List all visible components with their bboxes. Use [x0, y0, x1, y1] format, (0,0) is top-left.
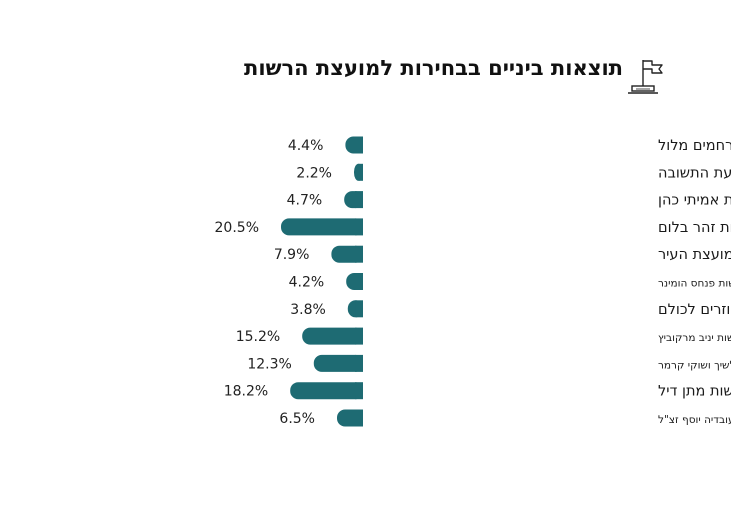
bar-row: 15.2% רחובות אחת כחול לבן העבודה ישראל בי… [236, 327, 731, 345]
bar-end [355, 273, 363, 290]
bar-end [355, 136, 363, 154]
category-label: הרשימה החסידית חברתית אגודת ישראל ובלתי … [658, 278, 731, 290]
value-label: 4.7% [287, 193, 323, 209]
chart-header: תוצאות ביניים בבחירות למועצת הרשות [0, 0, 731, 110]
value-label: 3.8% [290, 302, 326, 318]
category-label: רחובותי בראשות מתן דיל [658, 384, 731, 400]
bar-row: 18.2% רחובותי בראשות מתן דיל [224, 382, 731, 400]
bar-end [355, 354, 363, 372]
value-label: 7.9% [274, 247, 310, 263]
bar-row: 3.8% חב"ד בעירייה עוזרים לכולם [290, 300, 731, 318]
bar-row: 20.5% החינוך בראש בראשות זהר בלום [215, 218, 731, 236]
bar-end [355, 382, 363, 400]
value-label: 2.2% [296, 165, 332, 181]
value-label: 4.2% [289, 275, 325, 291]
flag-on-podium-icon [628, 60, 663, 94]
bar-end [355, 245, 363, 263]
value-label: 18.2% [224, 384, 268, 400]
bar-end [355, 409, 363, 427]
category-label: רחובות חופשית ומאוחדת בראשות איטל בציר א… [658, 359, 731, 371]
value-label: 15.2% [236, 329, 280, 345]
bar-row: 6.5% שס בראשות אלדד גדסי מיסודו של מרן הר… [279, 409, 731, 427]
bar [290, 382, 363, 400]
category-label: רחובות אחת כחול לבן העבודה ישראל ביתנו ב… [658, 332, 731, 344]
bar [281, 218, 363, 236]
value-label: 4.4% [288, 138, 324, 154]
category-label: הליכוד בראשות אביב איטח למועצת העיר [658, 247, 731, 263]
chart-title: תוצאות ביניים בבחירות למועצת הרשות [244, 56, 623, 80]
category-label: הבית של כולנו בראשות אמיתי כהן [658, 193, 731, 209]
bar-row: 12.3% רחובות חופשית ומאוחדת בראשות איטל ב… [247, 354, 731, 372]
bar [313, 354, 363, 372]
bar-row: 4.4% אחדות בראשות רחמים מלול [288, 136, 731, 154]
category-label: שס בראשות אלדד גדסי מיסודו של מרן הרב עו… [658, 414, 731, 426]
bar-end [355, 191, 363, 209]
category-label: דגל התורה ותנועת התשובה [658, 165, 731, 181]
value-label: 20.5% [215, 220, 259, 236]
bar-row: 7.9% הליכוד בראשות אביב איטח למועצת העיר [274, 245, 731, 263]
value-label: 6.5% [279, 411, 315, 427]
bar [302, 327, 363, 345]
bar-end [355, 218, 363, 236]
category-label: אחדות בראשות רחמים מלול [658, 138, 731, 154]
bar-end [355, 300, 363, 318]
bar-row: 4.2% הרשימה החסידית חברתית אגודת ישראל וב… [289, 273, 731, 291]
bar-row: 2.2% דגל התורה ותנועת התשובה [296, 163, 731, 181]
bar-end [358, 163, 363, 181]
value-label: 12.3% [247, 356, 291, 372]
bar-end [355, 327, 363, 345]
category-label: חב"ד בעירייה עוזרים לכולם [658, 302, 731, 318]
category-label: החינוך בראש בראשות זהר בלום [658, 220, 731, 236]
bar-row: 4.7% הבית של כולנו בראשות אמיתי כהן [287, 191, 731, 209]
